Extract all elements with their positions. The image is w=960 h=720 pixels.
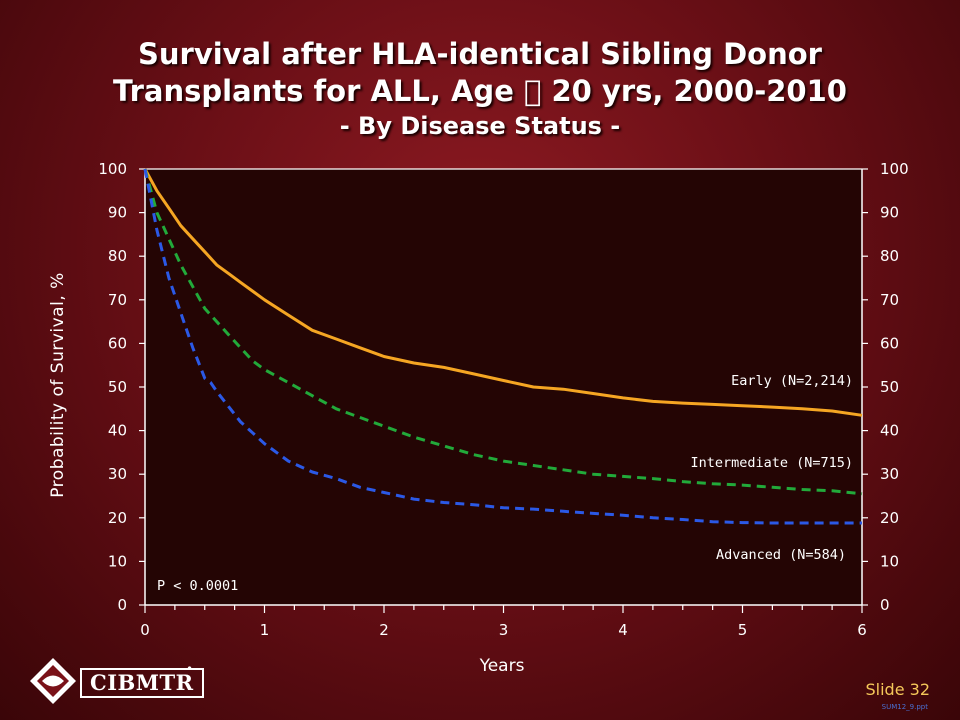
slide-number: Slide 32 xyxy=(865,680,931,699)
y-tick-label-left: 100 xyxy=(98,160,127,178)
y-tick-label-left: 40 xyxy=(108,422,127,440)
x-tick-label: 6 xyxy=(857,621,867,639)
y-tick-label-right: 30 xyxy=(880,465,899,483)
title-line-3: - By Disease Status - xyxy=(339,112,621,140)
y-tick-label-left: 90 xyxy=(108,204,127,222)
series-line-1 xyxy=(143,168,863,496)
y-tick-label-right: 50 xyxy=(880,378,899,396)
x-tick-label: 0 xyxy=(140,621,150,639)
y-tick-label-right: 100 xyxy=(880,160,909,178)
y-tick-label-left: 70 xyxy=(108,291,127,309)
y-tick-label-right: 60 xyxy=(880,334,899,352)
logo-registered-mark: • xyxy=(186,662,194,676)
x-tick-label: 4 xyxy=(618,621,628,639)
series-label-0: Early (N=2,214) xyxy=(731,373,853,389)
plot-area xyxy=(145,169,862,605)
title-line-1: Survival after HLA-identical Sibling Don… xyxy=(138,37,822,71)
x-tick-label: 5 xyxy=(738,621,748,639)
y-tick-label-left: 60 xyxy=(108,334,127,352)
slide-code: SUM12_9.ppt xyxy=(881,703,928,711)
y-tick-label-right: 90 xyxy=(880,204,899,222)
series-line-2 xyxy=(143,168,862,525)
cibmtr-logo: CIBMTR • xyxy=(28,656,208,706)
y-tick-label-left: 20 xyxy=(108,509,127,527)
logo-emblem-icon xyxy=(30,658,76,704)
y-tick-label-left: 10 xyxy=(108,552,127,570)
y-tick-label-left: 80 xyxy=(108,247,127,265)
y-tick-label-right: 20 xyxy=(880,509,899,527)
series-label-2: Advanced (N=584) xyxy=(716,547,846,563)
y-tick-label-right: 0 xyxy=(880,596,890,614)
x-tick-label: 1 xyxy=(260,621,270,639)
y-tick-label-right: 70 xyxy=(880,291,899,309)
x-axis-label: Years xyxy=(479,656,525,676)
x-tick-label: 2 xyxy=(379,621,389,639)
series-label-1: Intermediate (N=715) xyxy=(690,455,853,471)
y-tick-label-right: 40 xyxy=(880,422,899,440)
title-line-2: Transplants for ALL, Age   20 yrs, 2000-… xyxy=(113,74,847,108)
y-tick-label-right: 80 xyxy=(880,247,899,265)
y-tick-label-right: 10 xyxy=(880,552,899,570)
y-axis-label: Probability of Survival, % xyxy=(48,272,68,498)
logo-text: CIBMTR xyxy=(80,668,204,698)
y-tick-label-left: 30 xyxy=(108,465,127,483)
y-tick-label-left: 0 xyxy=(117,596,127,614)
series-line-0 xyxy=(143,168,863,417)
x-tick-label: 3 xyxy=(499,621,509,639)
slide-title: Survival after HLA-identical Sibling Don… xyxy=(0,36,960,142)
p-value-annotation: P < 0.0001 xyxy=(157,578,238,594)
y-tick-label-left: 50 xyxy=(108,378,127,396)
